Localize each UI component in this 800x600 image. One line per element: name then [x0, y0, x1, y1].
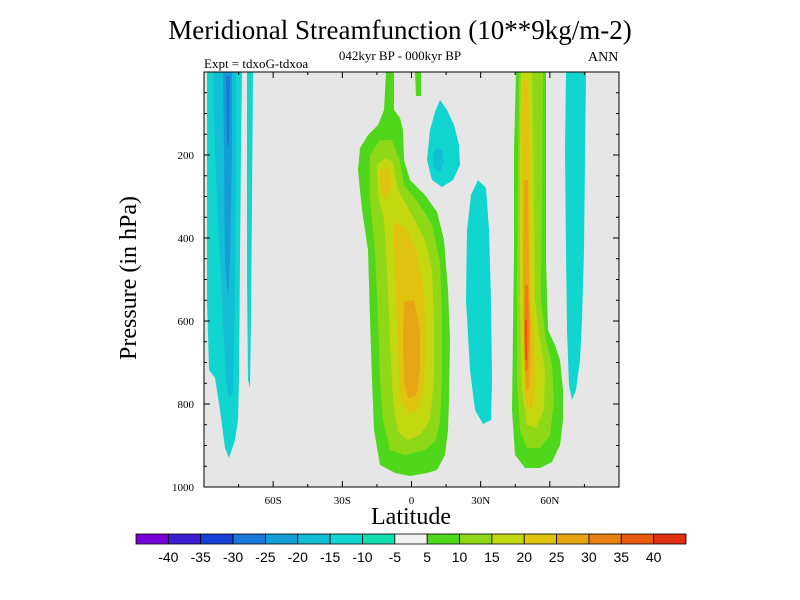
- colorbar: [135, 533, 687, 545]
- colorbar-label: 35: [614, 549, 630, 565]
- negative-cell-30N: [466, 180, 492, 424]
- contour-fill-neg-10: [466, 180, 492, 424]
- contour-fill-neg-20: [223, 72, 232, 300]
- colorbar-swatch: [200, 533, 234, 545]
- contour-fill-pos-35: [525, 320, 527, 360]
- colorbar-swatch: [167, 533, 202, 545]
- contour-fill-neg-10: [247, 72, 253, 388]
- colorbar-swatch: [394, 533, 428, 545]
- colorbar-label: -20: [288, 549, 308, 565]
- colorbar-label: -5: [389, 549, 402, 565]
- negative-cell-70S-narrow: [247, 72, 253, 388]
- colorbar-swatch: [426, 533, 460, 545]
- colorbar-label: -35: [191, 549, 211, 565]
- experiment-label: Expt = tdxoG-tdxoa: [204, 56, 309, 71]
- contour-fill-pos-5: [415, 72, 421, 96]
- period-label: 042kyr BP - 000kyr BP: [338, 48, 462, 63]
- colorbar-swatch: [491, 533, 525, 545]
- contour-fill-neg-25: [226, 76, 230, 150]
- colorbar-label: -15: [320, 549, 340, 565]
- colorbar-label: 5: [423, 549, 431, 565]
- colorbar-swatch: [556, 533, 590, 545]
- positive-cell-tropics: [358, 72, 450, 476]
- colorbar-label: 20: [516, 549, 532, 565]
- positive-cell-55N: [512, 72, 563, 468]
- colorbar-label: 25: [549, 549, 565, 565]
- colorbar-label: -25: [255, 549, 275, 565]
- x-tick-label: 0: [409, 495, 415, 507]
- contour-fill-neg-15: [433, 148, 444, 172]
- y-axis-ticks: 200 400 600 800 1000: [172, 92, 619, 494]
- negative-cell-70N: [565, 72, 586, 400]
- colorbar-swatch: [329, 533, 363, 545]
- colorbar-label: -40: [158, 549, 178, 565]
- y-tick-label: 200: [178, 150, 195, 162]
- x-tick-label: 60S: [265, 495, 282, 507]
- colorbar-label: -10: [352, 549, 372, 565]
- colorbar-swatch: [653, 533, 687, 545]
- colorbar-swatch: [362, 533, 396, 545]
- y-tick-label: 600: [178, 316, 195, 328]
- x-tick-label: 30N: [471, 495, 490, 507]
- colorbar-label: -30: [223, 549, 243, 565]
- y-tick-label: 1000: [172, 482, 195, 494]
- contour-fill-neg-10: [565, 72, 586, 400]
- colorbar-label: 30: [581, 549, 597, 565]
- colorbar-swatch: [232, 533, 266, 545]
- colorbar-swatch: [297, 533, 331, 545]
- y-tick-label: 400: [178, 233, 195, 245]
- contour-fill-pos-25: [403, 300, 420, 398]
- negative-cell-60S: [207, 72, 242, 458]
- colorbar-label: 10: [452, 549, 468, 565]
- colorbar-swatch: [459, 533, 493, 545]
- x-axis-label: Latitude: [371, 504, 451, 530]
- negative-cell-upper-10N: [427, 100, 460, 187]
- colorbar-swatch: [135, 533, 169, 545]
- colorbar-labels: -40 -35 -30 -25 -20 -15 -10 -5 5 10 15 20 25 30 35 40: [158, 549, 661, 565]
- colorbar-swatch: [265, 533, 299, 545]
- colorbar-swatch: [620, 533, 655, 545]
- colorbar-swatch: [588, 533, 622, 545]
- y-tick-label: 800: [178, 399, 195, 411]
- contour-fill-pos-20-upper: [380, 168, 392, 200]
- x-tick-label: 30S: [334, 495, 351, 507]
- x-axis-ticks: 60S 30S 0 30N 60N: [238, 72, 585, 507]
- colorbar-swatch: [523, 533, 557, 545]
- season-label: ANN: [588, 50, 619, 65]
- x-tick-label: 60N: [540, 495, 559, 507]
- y-axis-label: Pressure (in hPa): [116, 196, 142, 360]
- chart-title: Meridional Streamfunction (10**9kg/m-2): [168, 15, 632, 45]
- colorbar-label: 40: [646, 549, 662, 565]
- colorbar-label: 15: [484, 549, 500, 565]
